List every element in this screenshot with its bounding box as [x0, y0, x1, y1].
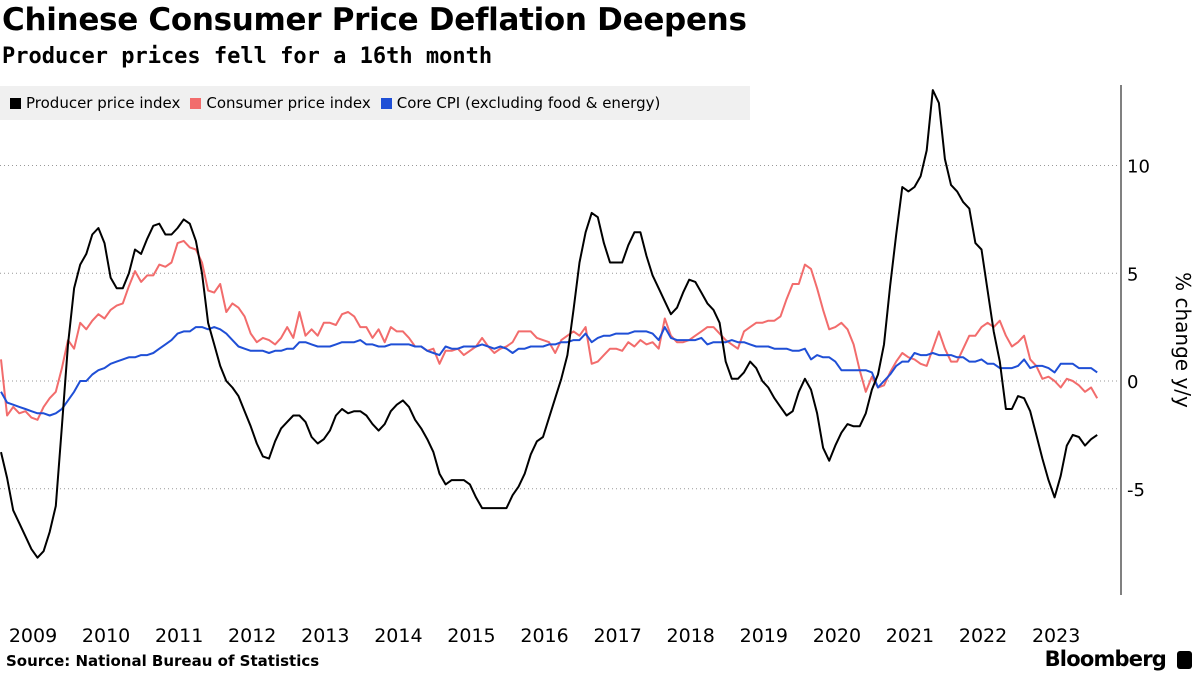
source-note: Source: National Bureau of Statistics: [6, 652, 320, 670]
x-tick-label: 2019: [740, 625, 788, 647]
x-tick-label: 2009: [9, 625, 57, 647]
chart-title: Chinese Consumer Price Deflation Deepens: [2, 2, 747, 38]
bloomberg-logo: Bloomberg: [1044, 647, 1167, 671]
legend-item-cpi: Consumer price index: [190, 94, 371, 112]
legend-label-core-cpi: Core CPI (excluding food & energy): [396, 94, 661, 112]
x-tick-label: 2016: [520, 625, 568, 647]
y-axis-label: % change y/y: [1171, 272, 1195, 408]
x-tick-label: 2020: [813, 625, 861, 647]
x-tick-label: 2010: [82, 625, 130, 647]
chart-subtitle: Producer prices fell for a 16th month: [2, 44, 493, 69]
legend-item-core-cpi: Core CPI (excluding food & energy): [380, 94, 661, 112]
x-tick-label: 2023: [1032, 625, 1080, 647]
series-line-cpi: [0, 239, 1099, 421]
x-tick-label: 2013: [301, 625, 349, 647]
x-tick-label: 2014: [374, 625, 422, 647]
x-tick-label: 2011: [155, 625, 203, 647]
legend-item-ppi: Producer price index: [10, 94, 180, 112]
bloomberg-chart-icon: [1177, 651, 1192, 669]
x-tick-label: 2022: [959, 625, 1007, 647]
legend-label-ppi: Producer price index: [26, 94, 181, 112]
legend: Producer price index Consumer price inde…: [0, 86, 750, 120]
x-tick-label: 2017: [593, 625, 641, 647]
y-tick-label: 5: [1127, 264, 1138, 285]
y-tick-label: 10: [1127, 157, 1150, 178]
legend-swatch-ppi: [10, 97, 21, 109]
x-tick-label: 2015: [447, 625, 495, 647]
x-tick-label: 2018: [667, 625, 715, 647]
x-tick-label: 2021: [886, 625, 934, 647]
legend-swatch-core-cpi: [380, 97, 392, 109]
x-tick-label: 2012: [228, 625, 276, 647]
series-line-ppi: [0, 89, 1098, 559]
legend-label-cpi: Consumer price index: [206, 94, 371, 112]
y-tick-label: 0: [1127, 372, 1138, 393]
legend-swatch-cpi: [190, 97, 202, 109]
y-tick-label: -5: [1127, 480, 1145, 501]
series-line-core-cpi: [0, 326, 1098, 417]
